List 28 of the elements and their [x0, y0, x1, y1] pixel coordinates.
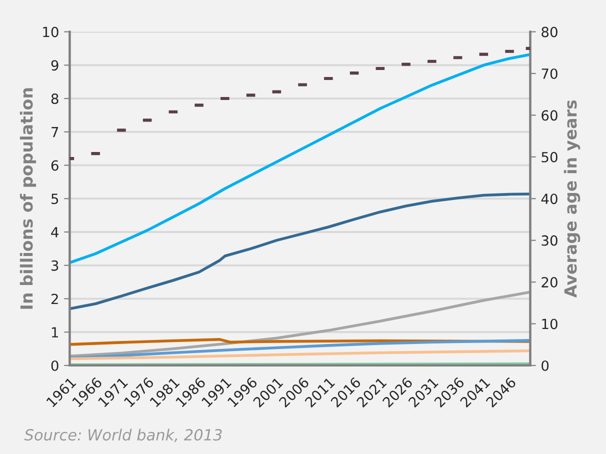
line-series: [70, 192, 530, 310]
line-series: [70, 349, 530, 360]
y-tick-label: 9: [51, 60, 58, 71]
line-series: [70, 53, 530, 264]
y2-tick-label: 10: [542, 318, 558, 330]
y-axis-title: In billions of population: [20, 88, 36, 309]
y-tick-label: 3: [51, 260, 58, 271]
line-series: [70, 339, 530, 360]
y2-tick-label: 40: [541, 194, 558, 204]
y2-tick-label: 20: [542, 277, 558, 288]
y2-tick-label: 60: [542, 110, 558, 121]
y-tick-label: 7: [52, 127, 58, 138]
y-tick-label: 1: [52, 327, 58, 338]
y2-tick-label: 70: [542, 68, 558, 79]
y2-axis-title: Average age in years: [564, 100, 580, 298]
y2-tick-label: 50: [542, 152, 558, 162]
y2-tick-label: 0: [542, 360, 549, 371]
y2-tick-label: 30: [542, 235, 558, 246]
y-tick-label: 5: [52, 194, 58, 204]
source-note: Source: World bank, 2013: [24, 428, 222, 442]
y2-tick-label: 80: [542, 26, 558, 38]
y-tick-label: 2: [51, 294, 58, 304]
line-series: [70, 290, 530, 358]
y-tick-label: 8: [51, 93, 58, 104]
y-tick-label: 0: [51, 360, 58, 371]
y-tick-label: 4: [51, 227, 58, 238]
y-tick-label: 10: [43, 26, 58, 38]
y-tick-label: 6: [51, 160, 58, 171]
